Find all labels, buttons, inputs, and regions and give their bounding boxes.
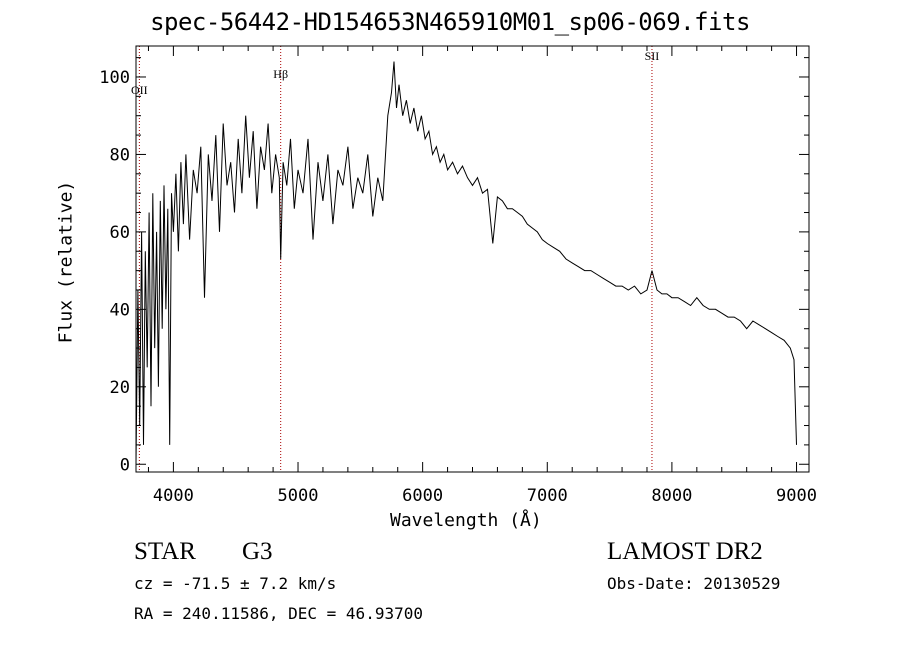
- x-axis: 4000 5000 6000 7000 8000 9000: [148, 46, 817, 506]
- y-tick-label: 60: [110, 223, 130, 243]
- x-tick-label: 8000: [651, 486, 692, 506]
- x-tick-label: 7000: [527, 486, 568, 506]
- chart-title: spec-56442-HD154653N465910M01_sp06-069.f…: [0, 8, 900, 36]
- observation-date: Obs-Date: 20130529: [607, 574, 780, 593]
- x-axis-label: Wavelength (Å): [390, 510, 542, 531]
- x-tick-label: 4000: [153, 486, 194, 506]
- survey-release: LAMOST DR2: [607, 538, 763, 566]
- y-tick-label: 40: [110, 300, 130, 320]
- sky-coordinates: RA = 240.11586, DEC = 46.93700: [134, 604, 423, 623]
- x-tick-label: 9000: [776, 486, 817, 506]
- x-tick-label: 6000: [402, 486, 443, 506]
- y-tick-label: 0: [120, 455, 130, 475]
- spectrum-line: [136, 62, 797, 465]
- emission-line-markers: OII Hβ SII: [131, 46, 659, 472]
- object-class: STAR: [134, 538, 196, 566]
- line-marker-label: OII: [131, 83, 148, 97]
- x-tick-label: 5000: [278, 486, 319, 506]
- line-marker-label: SII: [645, 49, 660, 63]
- y-axis-label: Flux (relative): [56, 181, 77, 344]
- y-tick-label: 100: [99, 68, 130, 88]
- plot-frame: [136, 46, 809, 472]
- line-marker-label: Hβ: [273, 67, 288, 81]
- y-tick-label: 80: [110, 145, 130, 165]
- spectral-subclass: G3: [242, 538, 273, 566]
- y-tick-label: 20: [110, 378, 130, 398]
- redshift-velocity: cz = -71.5 ± 7.2 km/s: [134, 574, 336, 593]
